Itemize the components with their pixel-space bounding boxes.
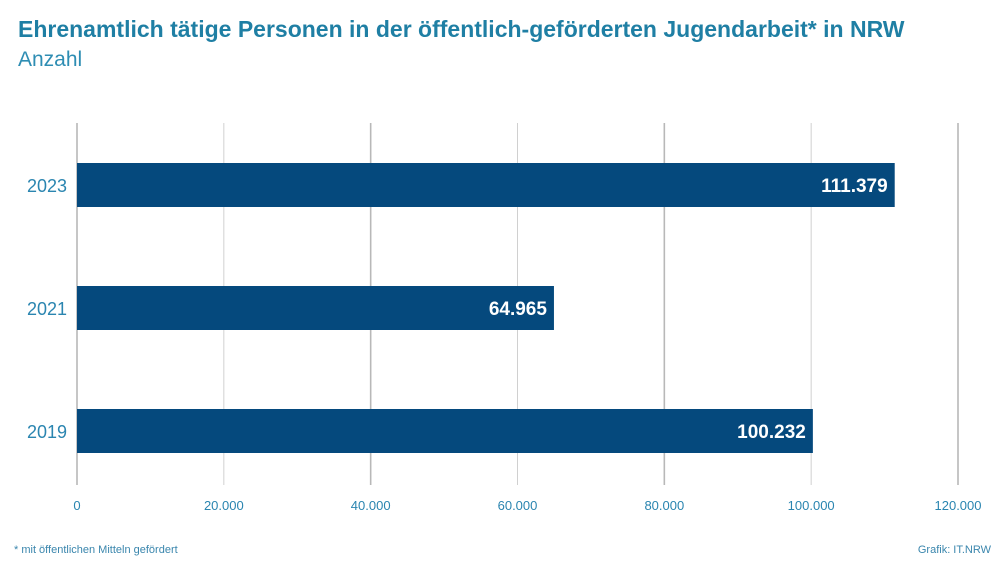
bar-value-label: 64.965 <box>489 299 548 320</box>
category-label: 2021 <box>27 299 67 319</box>
category-label: 2023 <box>27 176 67 196</box>
x-tick-label: 60.000 <box>498 498 538 513</box>
bar-value-label: 111.379 <box>821 176 888 197</box>
source-credit: Grafik: IT.NRW <box>917 544 991 556</box>
category-label: 2019 <box>27 422 67 442</box>
x-tick-label: 0 <box>73 498 80 513</box>
bar-layer <box>77 163 895 453</box>
x-tick-label: 80.000 <box>644 498 684 513</box>
category-layer: 2023 2021 2019 <box>27 176 67 442</box>
x-tick-label: 40.000 <box>351 498 391 513</box>
x-tick-label: 100.000 <box>788 498 835 513</box>
x-tick-label: 20.000 <box>204 498 244 513</box>
x-tick-label: 120.000 <box>935 498 982 513</box>
tick-layer: 0 20.000 40.000 60.000 80.000 100.000 120.000 <box>73 498 981 513</box>
label-layer: 111.379 64.965 100.232 <box>489 176 888 443</box>
bar-2023 <box>77 163 895 207</box>
chart-title: Ehrenamtlich tätige Personen in der öffe… <box>18 16 905 42</box>
footnote: * mit öffentlichen Mitteln gefördert <box>14 544 178 556</box>
bar-2021 <box>77 286 554 330</box>
bar-value-label: 100.232 <box>737 422 806 443</box>
bar-2019 <box>77 409 813 453</box>
chart-subtitle: Anzahl <box>18 48 83 71</box>
